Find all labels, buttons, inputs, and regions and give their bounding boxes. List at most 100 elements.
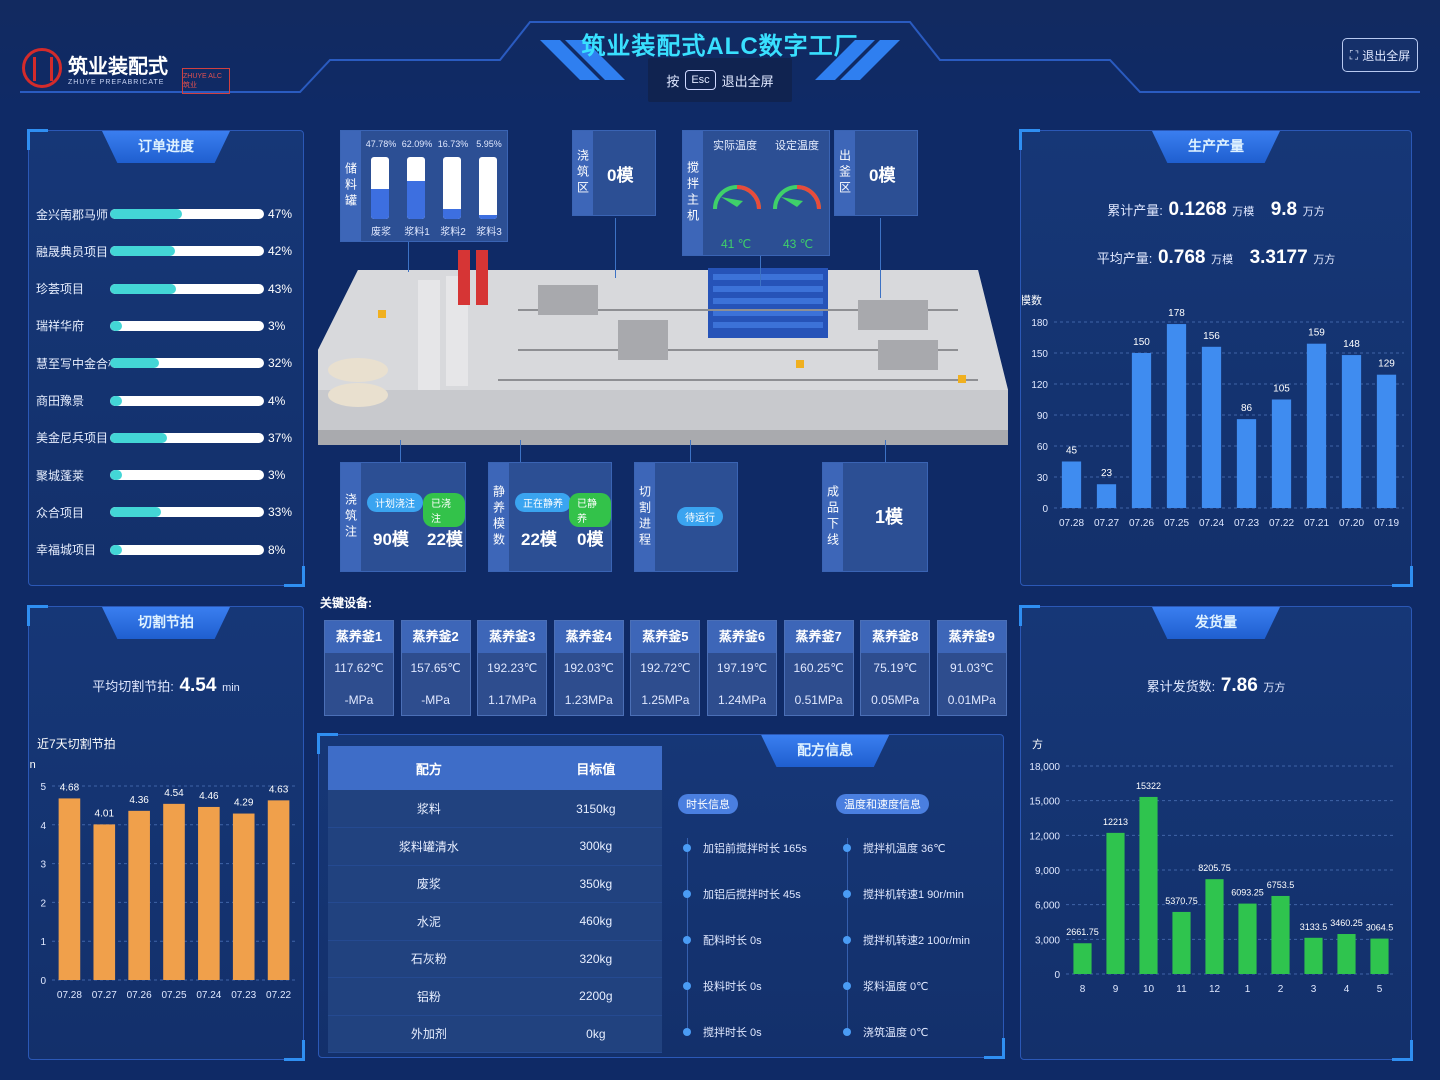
device-card: 蒸养釜4 192.03℃ 1.23MPa bbox=[553, 620, 624, 716]
tank-level-fill bbox=[479, 215, 497, 219]
recipe-row: 水泥 460kg bbox=[328, 902, 662, 941]
data-label: 6093.25 bbox=[1231, 888, 1264, 898]
recipe-name: 废浆 bbox=[328, 865, 530, 903]
device-name: 蒸养釜2 bbox=[401, 621, 470, 653]
bar bbox=[1271, 399, 1292, 508]
y-tick-label: 5 bbox=[40, 782, 46, 793]
y-tick-label: 120 bbox=[1031, 380, 1048, 391]
y-tick-label: 180 bbox=[1031, 318, 1048, 329]
x-tick-label: 5 bbox=[1377, 984, 1383, 995]
factory-3d-view bbox=[318, 250, 1008, 445]
temp-info-item: 浆料温度 0℃ bbox=[843, 978, 929, 994]
x-tick-label: 07.21 bbox=[1304, 518, 1329, 529]
data-label: 12213 bbox=[1103, 817, 1128, 827]
shipping-total-unit: 万方 bbox=[1263, 682, 1286, 694]
x-tick-label: 9 bbox=[1113, 984, 1119, 995]
esc-hint-post: 退出全屏 bbox=[721, 73, 774, 89]
order-progress-track bbox=[110, 320, 264, 331]
connector-line bbox=[615, 218, 616, 278]
data-label: 8205.75 bbox=[1198, 863, 1231, 873]
bar bbox=[1073, 943, 1092, 974]
order-progress-fill bbox=[110, 246, 175, 257]
bar bbox=[1306, 343, 1327, 508]
storage-tanks-box: 储料罐 47.78% 废浆 62.09% 浆料1 16.73% 浆料2 5.95% 浆料3 bbox=[340, 130, 508, 242]
y-tick-label: 3 bbox=[40, 860, 46, 871]
device-card: 蒸养釜8 75.19℃ 0.05MPa bbox=[860, 620, 931, 716]
device-temperature: 192.72℃ bbox=[640, 661, 691, 675]
x-tick-label: 11 bbox=[1176, 984, 1187, 995]
curing-info-box: 静养模数 正在静养 已静养 22模 0模 bbox=[488, 462, 612, 572]
recipe-target: 2200g bbox=[529, 977, 662, 1016]
data-label: 4.54 bbox=[164, 788, 184, 799]
temp-info-text: 搅拌机温度 36℃ bbox=[863, 843, 946, 855]
tank-gauge bbox=[407, 157, 425, 219]
bar bbox=[1061, 461, 1082, 508]
recipe-name: 石灰粉 bbox=[328, 940, 530, 978]
exit-fullscreen-button[interactable]: ⛶ 退出全屏 bbox=[1342, 38, 1418, 72]
order-progress-track bbox=[110, 283, 264, 294]
device-pressure: 1.25MPa bbox=[641, 693, 690, 707]
tank-level-fill bbox=[407, 180, 425, 219]
x-tick-label: 10 bbox=[1143, 984, 1155, 995]
x-tick-label: 07.24 bbox=[1199, 518, 1224, 529]
connector-line bbox=[400, 440, 401, 462]
order-row: 瑞祥华府 3% bbox=[36, 316, 296, 336]
device-temperature: 157.65℃ bbox=[410, 661, 461, 675]
device-name: 蒸养釜3 bbox=[478, 621, 547, 653]
time-info-item: 搅拌时长 0s bbox=[683, 1024, 762, 1040]
data-label: 129 bbox=[1378, 359, 1395, 370]
production-total: 累计产量: 0.1268 万模 9.8 万方 bbox=[1021, 199, 1411, 221]
x-tick-label: 07.27 bbox=[92, 990, 117, 1001]
done-pour-tag: 已浇注 bbox=[423, 493, 465, 527]
bar bbox=[1376, 374, 1397, 508]
device-name: 蒸养釜6 bbox=[708, 621, 776, 653]
bar bbox=[1166, 324, 1187, 508]
x-tick-label: 07.25 bbox=[161, 990, 186, 1001]
bar bbox=[1172, 911, 1191, 974]
production-avg-label: 平均产量: bbox=[1096, 251, 1153, 266]
production-avg-volume: 3.3177 bbox=[1249, 247, 1308, 268]
curing-done-tag: 已静养 bbox=[569, 493, 611, 527]
device-temperature: 192.23℃ bbox=[487, 661, 538, 675]
tank-name: 浆料3 bbox=[476, 227, 502, 238]
order-percent: 32% bbox=[268, 356, 293, 371]
device-card: 蒸养釜6 197.19℃ 1.24MPa bbox=[707, 620, 777, 716]
curing-done-value: 0模 bbox=[577, 530, 604, 549]
order-row: 珍荟项目 43% bbox=[36, 279, 296, 299]
production-avg-value: 0.768 bbox=[1157, 247, 1206, 268]
temp-info-text: 搅拌机转速2 100r/min bbox=[863, 935, 970, 947]
temp-info-item: 浇筑温度 0℃ bbox=[843, 1024, 929, 1040]
device-temperature: 160.25℃ bbox=[793, 661, 844, 675]
temp-info-text: 浆料温度 0℃ bbox=[863, 981, 929, 993]
recipe-name: 铝粉 bbox=[328, 977, 530, 1016]
order-percent: 8% bbox=[268, 542, 286, 557]
data-label: 4.63 bbox=[269, 784, 289, 795]
outlet-area-box: 出釜区 0模 bbox=[834, 130, 918, 216]
time-info-item: 加铝后搅拌时长 45s bbox=[683, 886, 801, 902]
exit-fullscreen-label: 退出全屏 bbox=[1362, 48, 1411, 63]
y-tick-label: 0 bbox=[1042, 504, 1048, 515]
y-tick-label: 18,000 bbox=[1029, 762, 1060, 773]
production-output-chart: 模数 0 30 60 90 120 150 180 45 07.28 23 07.27 150 07.26… bbox=[1022, 294, 1404, 529]
y-tick-label: 9,000 bbox=[1035, 866, 1060, 877]
order-name: 美金尼兵项目 bbox=[36, 431, 109, 446]
bar bbox=[1106, 832, 1125, 974]
device-temperature: 91.03℃ bbox=[950, 661, 994, 675]
y-tick-label: 0 bbox=[1054, 970, 1060, 981]
connector-line bbox=[690, 440, 691, 462]
esc-key: Esc bbox=[685, 70, 716, 90]
device-name: 蒸养釜7 bbox=[784, 621, 853, 653]
production-total-label: 累计产量: bbox=[1107, 203, 1163, 218]
bullet-dot-icon bbox=[683, 1028, 691, 1036]
temperature-gauges bbox=[713, 185, 821, 210]
bar bbox=[1271, 895, 1290, 974]
bullet-dot-icon bbox=[843, 936, 851, 944]
cutting-avg-label: 平均切割节拍: bbox=[92, 679, 174, 694]
device-pressure: 1.24MPa bbox=[717, 693, 767, 707]
plan-pour-tag: 计划浇注 bbox=[367, 493, 423, 512]
x-tick-label: 07.19 bbox=[1374, 518, 1399, 529]
time-info-text: 配料时长 0s bbox=[703, 935, 762, 947]
x-tick-label: 07.22 bbox=[266, 990, 291, 1001]
production-avg-volume-unit: 万方 bbox=[1313, 254, 1336, 266]
order-row: 聚城蓬莱 3% bbox=[36, 465, 296, 485]
